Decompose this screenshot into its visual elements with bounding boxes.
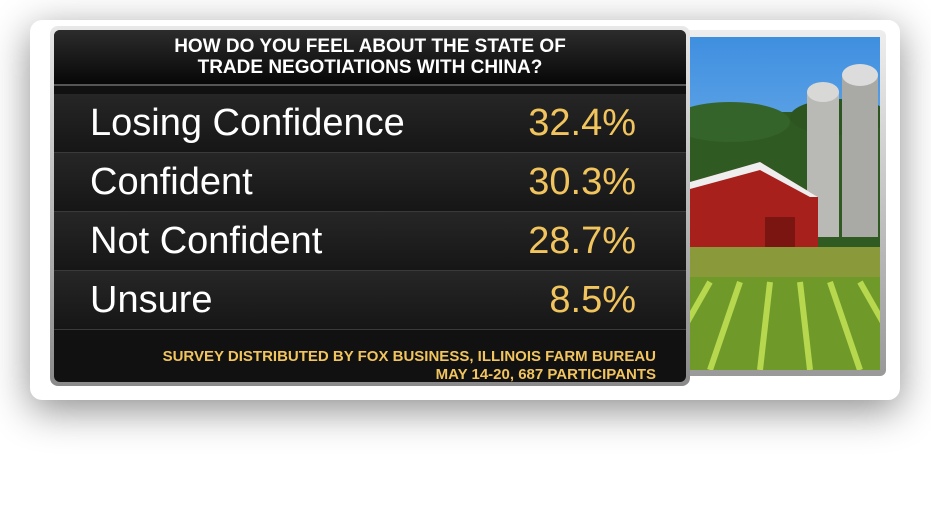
row-label: Unsure: [90, 279, 213, 321]
poll-panel: HOW DO YOU FEEL ABOUT THE STATE OF TRADE…: [50, 26, 690, 386]
title-line: HOW DO YOU FEEL ABOUT THE STATE OF: [174, 36, 566, 57]
footer: SURVEY DISTRIBUTED BY FOX BUSINESS, ILLI…: [163, 348, 656, 382]
title-line: TRADE NEGOTIATIONS WITH CHINA?: [197, 57, 543, 78]
row-value: 8.5%: [549, 279, 636, 321]
farm-photo: [690, 37, 880, 370]
footer-line: SURVEY DISTRIBUTED BY FOX BUSINESS, ILLI…: [162, 348, 656, 365]
table-row: Not Confident 28.7%: [54, 212, 686, 271]
row-value: 32.4%: [528, 102, 636, 144]
row-label: Not Confident: [90, 220, 323, 262]
table-row: Losing Confidence 32.4%: [54, 94, 686, 153]
row-label: Confident: [90, 161, 253, 203]
row-value: 28.7%: [528, 220, 636, 262]
row-label: Losing Confidence: [90, 102, 405, 144]
table-row: Unsure 8.5%: [54, 271, 686, 330]
footer-line: MAY 14-20, 687 PARTICIPANTS: [435, 366, 656, 382]
title: HOW DO YOU FEEL ABOUT THE STATE OF TRADE…: [54, 30, 686, 86]
table-row: Confident 30.3%: [54, 153, 686, 212]
row-value: 30.3%: [528, 161, 636, 203]
panel-inner: HOW DO YOU FEEL ABOUT THE STATE OF TRADE…: [54, 30, 686, 382]
